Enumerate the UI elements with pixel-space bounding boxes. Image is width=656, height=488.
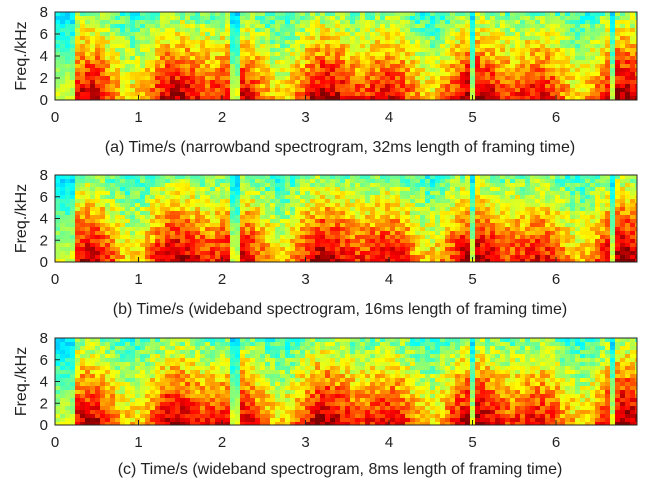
y-axis-label: Freq./kHz xyxy=(13,347,30,416)
x-tick-label: 3 xyxy=(301,271,309,288)
y-tick-label: 8 xyxy=(40,330,48,347)
x-tick-label: 3 xyxy=(301,434,309,451)
y-tick-label: 0 xyxy=(40,254,48,271)
y-tick-label: 6 xyxy=(40,26,48,43)
y-tick-label: 2 xyxy=(40,232,48,249)
y-tick-label: 0 xyxy=(40,417,48,434)
spectrogram-panel: 0 1 2 3 4 5 6 0 2 4 6 8 Freq./kHz (b) Time/s (wideban… xyxy=(13,167,638,318)
x-tick-label: 3 xyxy=(301,109,309,126)
spectrogram-panel: 0 1 2 3 4 5 6 0 2 4 6 8 Freq./kHz (c) Time/s (wideban… xyxy=(13,330,638,478)
y-tick-label: 4 xyxy=(40,211,48,228)
x-axis-caption: (c) Time/s (wideband spectrogram, 8ms le… xyxy=(118,461,563,478)
spectrogram-image xyxy=(55,338,638,426)
x-tick-label: 4 xyxy=(385,271,393,288)
y-axis-label: Freq./kHz xyxy=(13,184,30,253)
y-tick-label: 0 xyxy=(40,92,48,109)
x-tick-label: 1 xyxy=(134,271,142,288)
y-tick-label: 6 xyxy=(40,189,48,206)
spectrogram-image xyxy=(55,12,638,101)
x-tick-label: 5 xyxy=(468,109,476,126)
y-tick-label: 4 xyxy=(40,374,48,391)
x-tick-label: 5 xyxy=(468,271,476,288)
x-tick-label: 2 xyxy=(218,109,226,126)
x-tick-label: 6 xyxy=(552,434,560,451)
x-tick-label: 4 xyxy=(385,109,393,126)
x-tick-label: 6 xyxy=(552,271,560,288)
y-tick-label: 8 xyxy=(40,4,48,21)
x-axis-caption: (a) Time/s (narrowband spectrogram, 32ms… xyxy=(105,139,575,156)
x-tick-label: 1 xyxy=(134,434,142,451)
y-tick-label: 2 xyxy=(40,70,48,87)
spectrogram-panel: 0 1 2 3 4 5 6 0 2 4 6 8 Freq./kHz (a) Time/s (narrowb… xyxy=(13,4,638,156)
x-tick-label: 2 xyxy=(218,434,226,451)
x-tick-label: 0 xyxy=(51,271,59,288)
y-axis-label: Freq./kHz xyxy=(13,21,30,90)
x-tick-label: 5 xyxy=(468,434,476,451)
x-tick-label: 4 xyxy=(385,434,393,451)
figure: 0 1 2 3 4 5 6 0 2 4 6 8 Freq./kHz (a) Time/s (narrowb… xyxy=(0,0,656,483)
y-tick-label: 2 xyxy=(40,395,48,412)
x-axis-caption: (b) Time/s (wideband spectrogram, 16ms l… xyxy=(113,301,567,318)
x-tick-label: 6 xyxy=(552,109,560,126)
y-tick-label: 4 xyxy=(40,48,48,65)
x-tick-label: 0 xyxy=(51,434,59,451)
x-tick-label: 2 xyxy=(218,271,226,288)
y-tick-label: 8 xyxy=(40,167,48,184)
x-tick-label: 0 xyxy=(51,109,59,126)
y-tick-label: 6 xyxy=(40,352,48,369)
spectrogram-image xyxy=(55,175,638,263)
x-tick-label: 1 xyxy=(134,109,142,126)
